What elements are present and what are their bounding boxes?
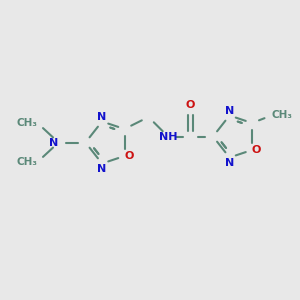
Text: CH₃: CH₃	[272, 110, 292, 121]
Text: N: N	[49, 137, 58, 148]
Text: N: N	[98, 164, 106, 173]
Text: N: N	[225, 158, 234, 167]
Text: NH: NH	[159, 131, 177, 142]
Text: O: O	[124, 151, 134, 161]
Text: CH₃: CH₃	[16, 157, 38, 167]
Text: N: N	[98, 112, 106, 122]
Text: N: N	[225, 106, 234, 116]
Text: O: O	[252, 145, 261, 155]
Text: O: O	[186, 100, 195, 110]
Text: CH₃: CH₃	[16, 118, 38, 128]
